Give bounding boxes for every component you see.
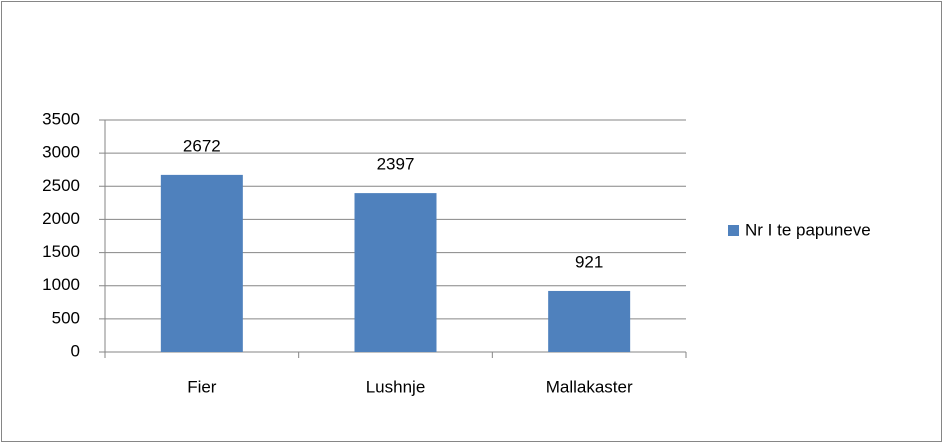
y-tick-label: 3500 (42, 109, 80, 128)
legend-label: Nr I te papuneve (745, 220, 871, 239)
x-tick-label: Mallakaster (546, 377, 633, 396)
y-tick-label: 500 (52, 308, 80, 327)
data-label: 2397 (377, 155, 415, 174)
data-label: 921 (575, 252, 603, 271)
x-tick-label: Fier (187, 377, 217, 396)
x-tick-label: Lushnje (366, 377, 426, 396)
y-tick-label: 0 (71, 341, 80, 360)
data-label: 2672 (183, 136, 221, 155)
legend-swatch (728, 225, 739, 236)
y-tick-label: 2000 (42, 209, 80, 228)
y-tick-label: 3000 (42, 143, 80, 162)
bar (548, 290, 631, 352)
y-tick-label: 2500 (42, 176, 80, 195)
y-tick-label: 1500 (42, 242, 80, 261)
bar (160, 174, 243, 352)
y-tick-label: 1000 (42, 275, 80, 294)
bar (354, 193, 437, 352)
